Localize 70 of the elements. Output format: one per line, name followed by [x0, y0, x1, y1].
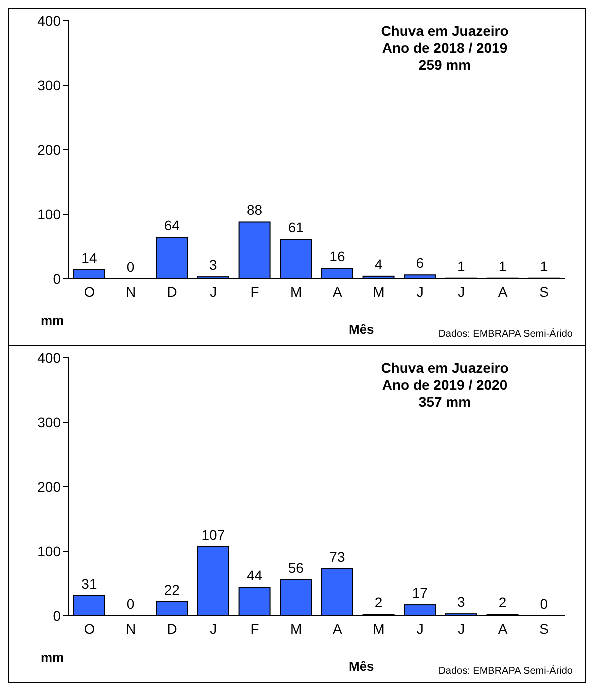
- x-tick-label: S: [540, 284, 550, 300]
- x-tick-label: J: [210, 284, 218, 300]
- x-tick-label: J: [210, 620, 218, 637]
- y-axis-title: mm: [41, 650, 64, 665]
- y-tick-label: 0: [53, 270, 62, 287]
- data-label: 6: [416, 255, 424, 272]
- x-tick-label: O: [84, 284, 96, 300]
- data-label: 56: [288, 560, 304, 576]
- chart-title: Chuva em Juazeiro: [380, 360, 510, 377]
- data-label: 1: [540, 258, 548, 274]
- data-label: 107: [202, 526, 226, 543]
- y-tick-label: 400: [38, 12, 62, 29]
- x-tick-label: N: [126, 284, 136, 300]
- data-label: 14: [82, 250, 98, 266]
- y-tick-label: 300: [38, 414, 62, 430]
- y-tick-label: 200: [38, 478, 62, 495]
- data-label: 0: [126, 259, 135, 275]
- chart-title: Chuva em Juazeiro: [380, 23, 510, 40]
- data-label: 4: [374, 256, 383, 272]
- data-label: 31: [82, 576, 98, 592]
- data-label: 17: [412, 585, 428, 602]
- x-tick-label: D: [167, 284, 178, 300]
- x-tick-label: F: [250, 620, 260, 637]
- x-tick-label: M: [290, 620, 302, 637]
- x-tick-label: A: [498, 620, 508, 637]
- data-label: 22: [164, 582, 180, 598]
- y-tick-label: 100: [38, 206, 62, 222]
- y-tick-label: 200: [38, 142, 62, 158]
- x-tick-label: A: [498, 284, 508, 300]
- x-axis-title: Mês: [349, 322, 374, 337]
- data-label: 73: [330, 548, 346, 565]
- x-tick-label: D: [167, 620, 178, 637]
- data-label: 0: [126, 596, 135, 612]
- x-tick-label: J: [416, 620, 424, 637]
- x-tick-label: J: [458, 284, 466, 300]
- x-tick-label: S: [540, 620, 550, 637]
- x-axis-title: Mês: [349, 659, 374, 674]
- x-tick-label: A: [332, 620, 343, 637]
- x-tick-label: O: [84, 620, 96, 637]
- y-tick-label: 100: [38, 543, 62, 560]
- y-tick-label: 400: [38, 350, 62, 366]
- data-label: 3: [458, 594, 466, 610]
- data-label: 88: [247, 202, 263, 218]
- annotation: 357 mm: [418, 394, 472, 411]
- text: Ano de 2019 / 2020: [381, 377, 509, 394]
- data-label: 2: [374, 594, 383, 611]
- data-label: 2: [498, 594, 507, 611]
- y-tick-label: 300: [38, 77, 62, 94]
- data-label: 64: [164, 218, 180, 234]
- data-label: 1: [458, 258, 466, 274]
- x-tick-label: F: [250, 284, 260, 300]
- data-label: 61: [288, 220, 304, 236]
- text: Dados: EMBRAPA Semi-Árido: [438, 329, 573, 340]
- x-tick-label: M: [373, 620, 385, 637]
- text: Ano de 2018 / 2019: [381, 40, 509, 57]
- x-tick-label: M: [373, 284, 385, 300]
- y-tick-label: 0: [53, 608, 62, 624]
- x-tick-label: J: [416, 284, 424, 300]
- text: Dados: EMBRAPA Semi-Árido: [438, 666, 573, 677]
- data-label: 0: [540, 596, 548, 612]
- data-label: 3: [210, 257, 218, 274]
- data-label: 44: [247, 568, 263, 584]
- data-label: 1: [498, 258, 507, 274]
- annotation: 259 mm: [418, 57, 472, 74]
- x-tick-label: M: [290, 284, 302, 300]
- x-tick-label: A: [332, 284, 343, 300]
- y-axis-title: mm: [41, 313, 64, 328]
- x-tick-label: N: [126, 620, 136, 637]
- data-label: 16: [330, 248, 346, 265]
- x-tick-label: J: [458, 620, 466, 637]
